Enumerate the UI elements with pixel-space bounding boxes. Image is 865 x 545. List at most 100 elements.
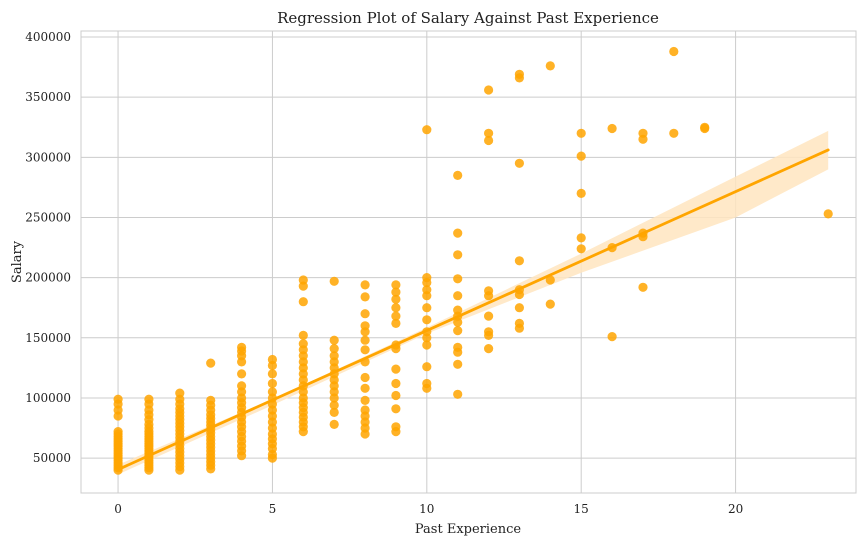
x-tick-label: 10 xyxy=(419,502,434,516)
x-tick-label: 15 xyxy=(574,502,589,516)
data-point xyxy=(484,85,494,95)
x-tick-label: 0 xyxy=(114,502,122,516)
data-point xyxy=(422,362,432,372)
data-point xyxy=(267,354,277,365)
data-point xyxy=(484,311,494,321)
data-point xyxy=(360,280,370,290)
data-point xyxy=(422,378,432,389)
data-point xyxy=(545,61,555,71)
data-point xyxy=(453,359,463,369)
data-point xyxy=(360,321,370,331)
data-point xyxy=(113,427,123,437)
y-tick-label: 50000 xyxy=(33,451,71,465)
data-point xyxy=(329,419,339,429)
data-point xyxy=(514,318,525,328)
data-point xyxy=(453,250,463,260)
data-point xyxy=(113,394,123,404)
data-point xyxy=(422,303,432,313)
y-tick-label: 400000 xyxy=(25,30,71,44)
data-point xyxy=(576,151,586,161)
data-point xyxy=(638,282,648,292)
data-point xyxy=(237,342,247,352)
data-point xyxy=(669,128,679,138)
data-point xyxy=(329,335,339,345)
data-point xyxy=(329,351,339,361)
data-point xyxy=(329,407,339,417)
data-point xyxy=(391,303,401,313)
y-tick-label: 300000 xyxy=(25,150,71,164)
data-point xyxy=(329,344,339,354)
data-point xyxy=(484,135,494,146)
data-point xyxy=(391,294,401,304)
data-point xyxy=(607,123,617,134)
data-point xyxy=(329,276,339,286)
data-point xyxy=(453,389,463,399)
data-point xyxy=(298,275,308,285)
data-point xyxy=(267,378,277,389)
data-point xyxy=(422,315,432,325)
data-point xyxy=(576,233,586,243)
data-point xyxy=(360,335,370,345)
data-point xyxy=(422,273,432,283)
data-point xyxy=(391,318,401,328)
chart-title: Regression Plot of Salary Against Past E… xyxy=(277,9,659,27)
data-point xyxy=(484,344,494,354)
data-point xyxy=(453,228,463,238)
x-tick-label: 20 xyxy=(728,502,743,516)
y-tick-label: 250000 xyxy=(25,210,71,224)
plot-frame xyxy=(80,30,857,494)
data-point xyxy=(391,280,401,290)
data-point xyxy=(391,378,401,389)
data-point xyxy=(514,69,525,79)
data-point xyxy=(391,404,401,414)
data-point xyxy=(514,303,525,313)
data-point xyxy=(298,330,308,340)
data-point xyxy=(823,209,833,219)
data-point xyxy=(267,369,277,379)
data-point xyxy=(422,285,432,295)
data-point xyxy=(360,405,370,415)
data-point xyxy=(453,305,463,315)
regression-line-layer xyxy=(116,148,830,471)
y-tick-label: 350000 xyxy=(25,90,71,104)
data-point xyxy=(514,256,525,266)
data-point xyxy=(453,170,463,180)
data-point xyxy=(453,291,463,301)
data-point xyxy=(700,122,710,132)
data-point xyxy=(237,369,247,379)
data-point xyxy=(484,286,494,296)
data-point xyxy=(267,387,277,397)
data-point xyxy=(360,395,370,405)
data-point xyxy=(576,188,586,198)
data-point xyxy=(669,46,679,57)
data-point xyxy=(360,309,370,319)
data-point xyxy=(360,372,370,383)
data-point xyxy=(391,311,401,321)
scatter-points xyxy=(113,46,833,475)
data-point xyxy=(391,364,401,374)
data-point xyxy=(206,358,216,368)
y-tick-label: 150000 xyxy=(25,331,71,345)
data-point xyxy=(391,287,401,297)
data-point xyxy=(453,342,463,352)
data-point xyxy=(545,275,555,285)
data-point xyxy=(144,394,154,404)
data-point xyxy=(484,128,494,138)
data-point xyxy=(576,128,586,138)
data-point xyxy=(206,395,216,405)
y-tick-label: 100000 xyxy=(25,391,71,405)
data-point xyxy=(607,332,617,342)
regression-line xyxy=(116,148,830,471)
data-point xyxy=(453,274,463,284)
y-tick-labels: 50000 100000 150000 200000 250000 300000 35000… xyxy=(25,30,71,465)
data-point xyxy=(237,381,247,391)
data-point xyxy=(298,297,308,307)
y-tick-label: 200000 xyxy=(25,271,71,285)
data-point xyxy=(391,390,401,401)
data-point xyxy=(453,326,463,336)
x-axis-label: Past Experience xyxy=(415,522,521,537)
data-point xyxy=(360,383,370,393)
x-tick-labels: 0 5 10 15 20 xyxy=(114,502,743,516)
data-point xyxy=(514,158,525,168)
